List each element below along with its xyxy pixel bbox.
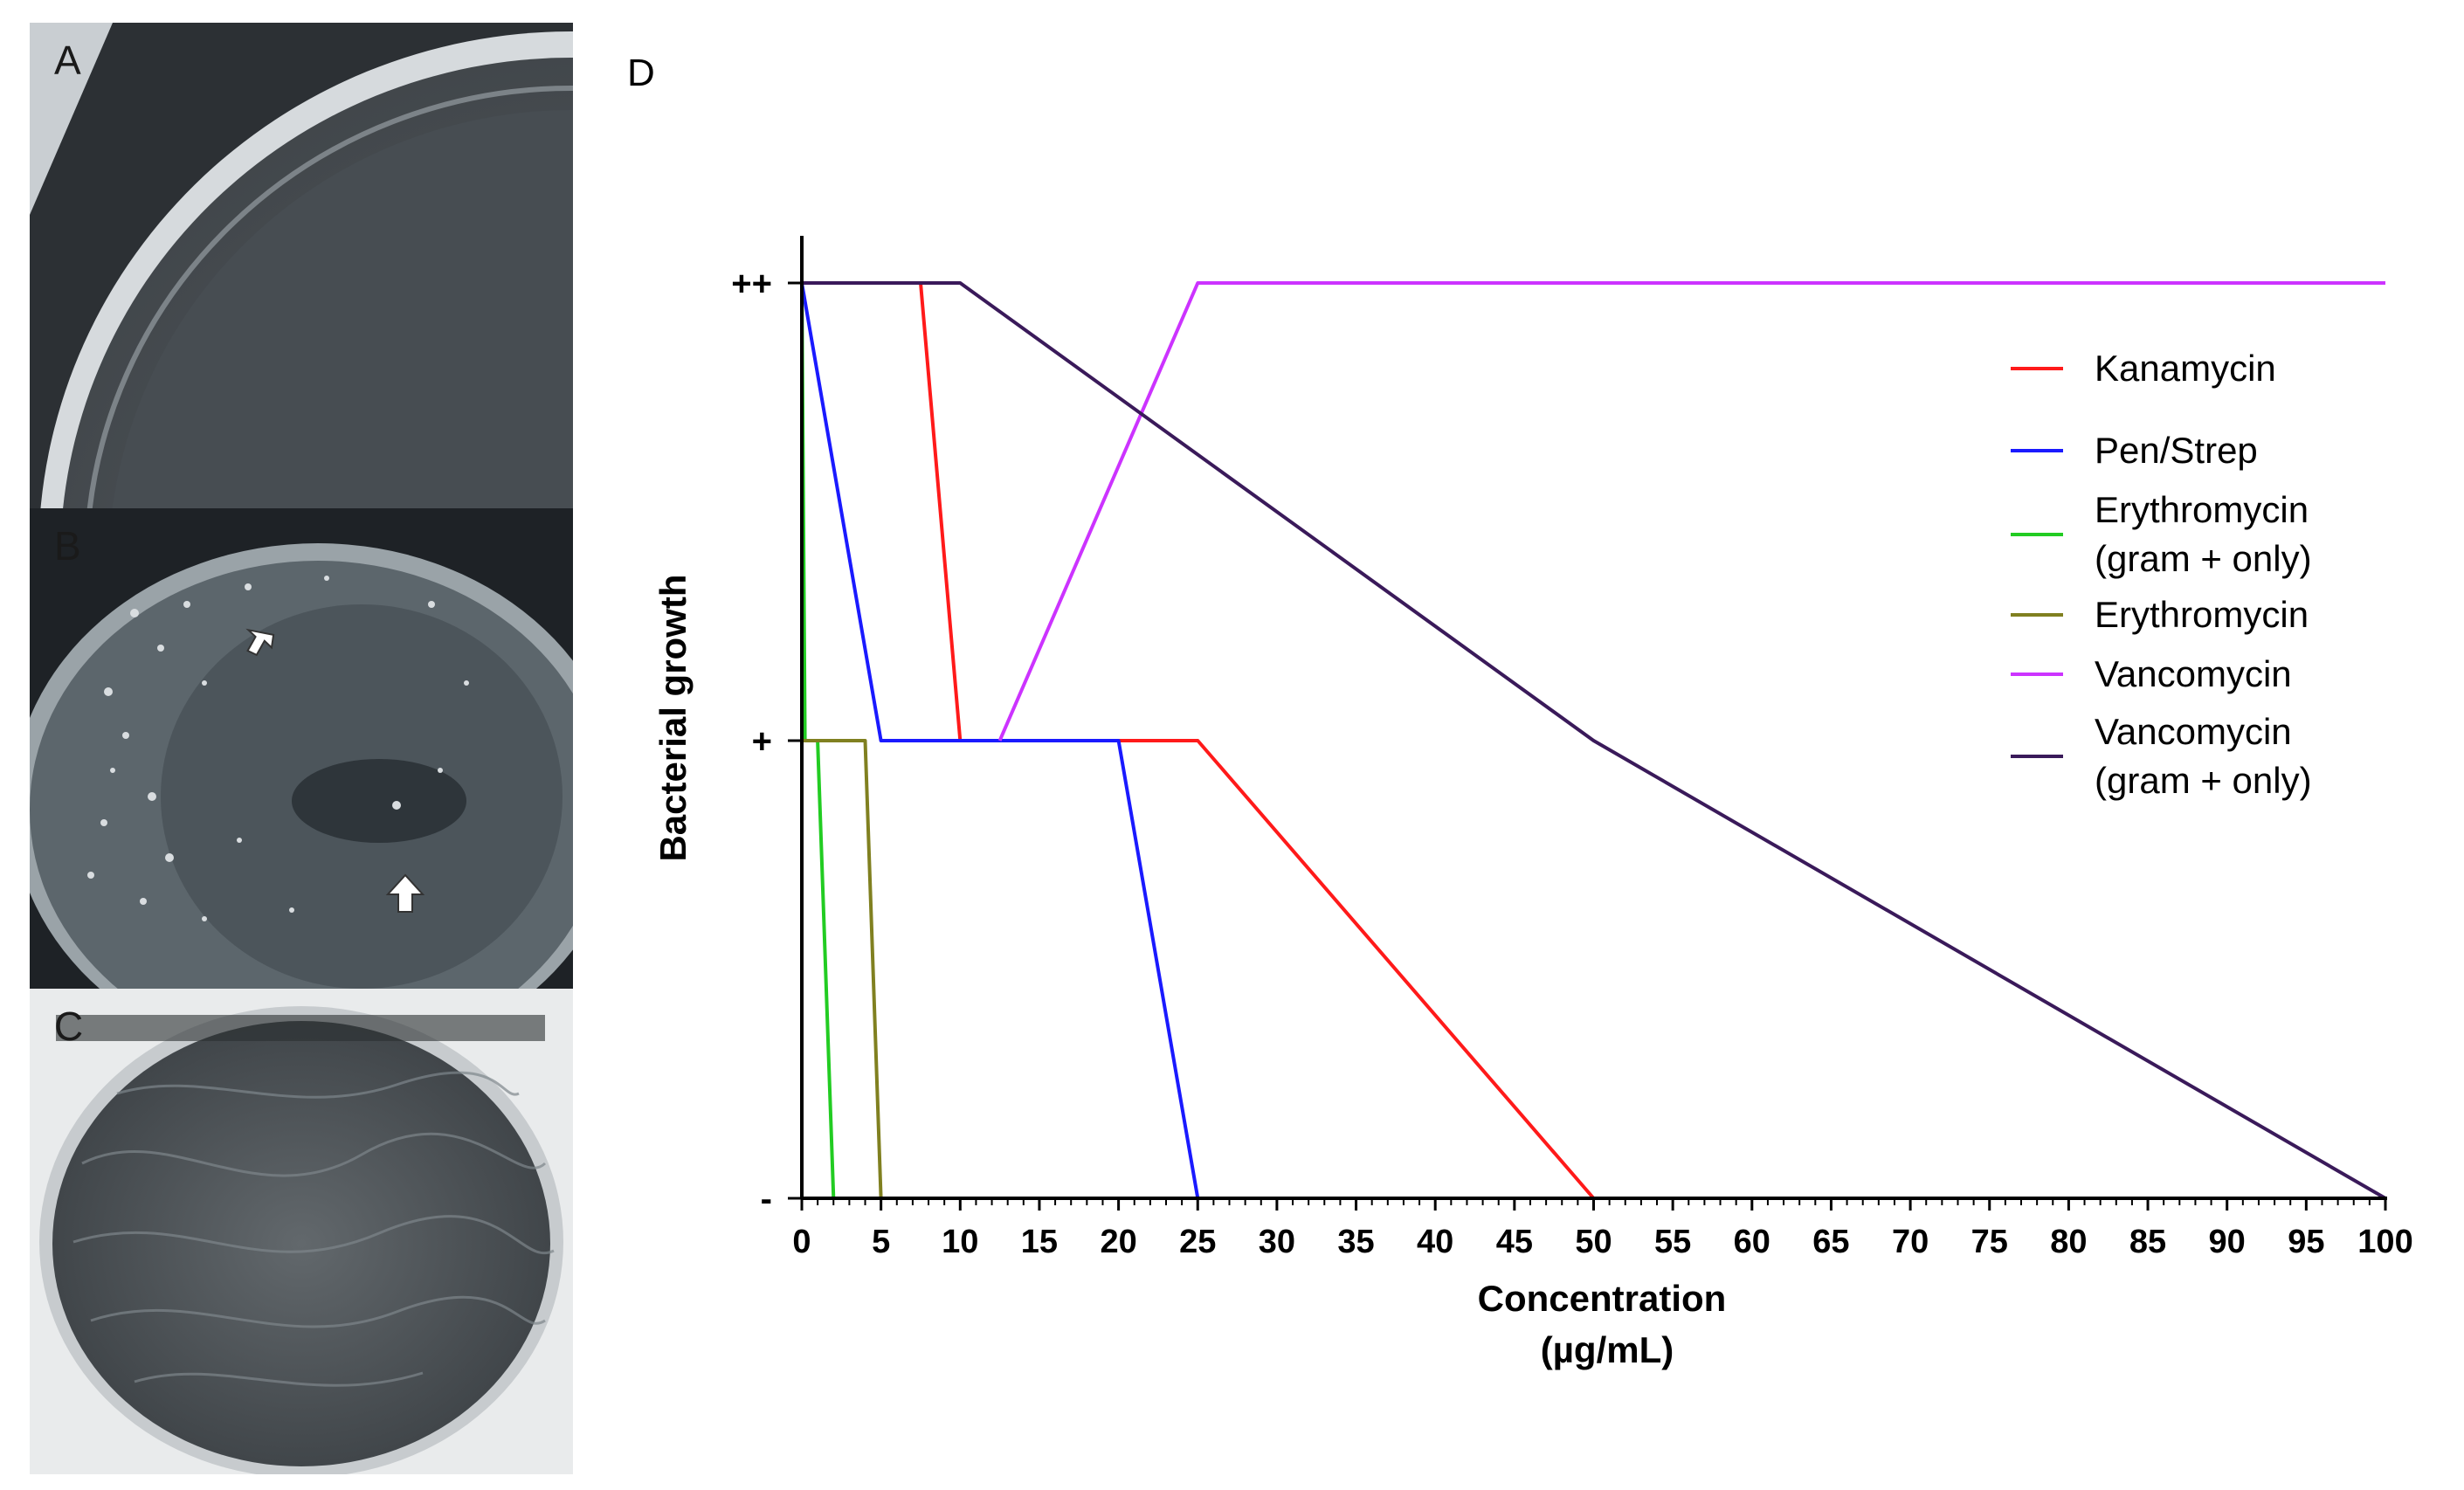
x-tick-label: 45	[1496, 1224, 1533, 1260]
series-line-6	[802, 281, 2387, 1200]
x-tick-label: 55	[1654, 1224, 1691, 1260]
series-line-5	[997, 281, 2385, 742]
x-tick-label: 100	[2357, 1224, 2412, 1260]
x-tick-label: 25	[1179, 1224, 1216, 1260]
panel-c-photo: C	[30, 989, 573, 1474]
legend-label: Vancomycin	[2095, 653, 2292, 694]
x-tick-label: 60	[1734, 1224, 1770, 1260]
x-tick-label: 50	[1575, 1224, 1612, 1260]
y-tick-label: +	[752, 722, 772, 761]
legend-label: Erythromycin	[2095, 594, 2309, 635]
legend: Kanamycin Pen/Strep Erythromycin (gram + on…	[2011, 348, 2312, 801]
panel-a-label: A	[54, 38, 81, 83]
x-tick-label: 0	[792, 1224, 811, 1260]
legend-label: Erythromycin	[2095, 489, 2309, 530]
y-ticks: -+++	[731, 265, 802, 1218]
x-tick-label: 70	[1892, 1224, 1929, 1260]
x-tick-label: 10	[942, 1224, 978, 1260]
x-ticks	[800, 1198, 2387, 1211]
legend-label: Vancomycin	[2095, 711, 2292, 752]
x-tick-label: 85	[2129, 1224, 2166, 1260]
x-tick-label: 35	[1337, 1224, 1374, 1260]
x-tick-label: 15	[1021, 1224, 1058, 1260]
panel-b-label: B	[54, 523, 81, 569]
legend-label: Kanamycin	[2095, 348, 2276, 389]
panel-c-label: C	[54, 1004, 84, 1049]
y-tick-label: -	[761, 1180, 772, 1218]
legend-label: Pen/Strep	[2095, 430, 2258, 471]
legend-label-sub: (gram + only)	[2095, 760, 2312, 801]
panel-b-photo: B	[30, 508, 573, 989]
y-axis-title: Bacterial growth	[652, 574, 694, 861]
panel-d-label: D	[627, 52, 655, 94]
x-tick-label: 80	[2050, 1224, 2087, 1260]
x-tick-label: 75	[1971, 1224, 2008, 1260]
x-tick-label: 90	[2209, 1224, 2246, 1260]
legend-label-sub: (gram + only)	[2095, 538, 2312, 579]
x-tick-label: 20	[1100, 1224, 1136, 1260]
x-tick-label: 5	[872, 1224, 890, 1260]
series-line-4	[802, 739, 2385, 1200]
x-tick-label: 95	[2288, 1224, 2324, 1260]
panel-a-photo: A	[30, 23, 573, 508]
x-tick-labels: 0 5 10 15 20 25 30 35 40 45 50 55 60 65 70 75 80 85 90 95 10…	[792, 1224, 2412, 1260]
x-tick-label: 65	[1812, 1224, 1849, 1260]
y-tick-label: ++	[731, 265, 772, 303]
x-tick-label: 40	[1417, 1224, 1453, 1260]
x-axis-units: (µg/mL)	[1541, 1329, 1674, 1370]
x-axis-title: Concentration	[1478, 1278, 1727, 1319]
x-tick-label: 30	[1259, 1224, 1295, 1260]
